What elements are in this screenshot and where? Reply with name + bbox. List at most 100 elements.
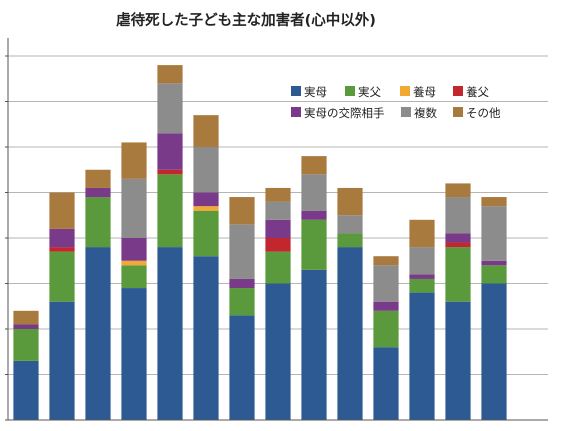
legend-label: 実母: [304, 85, 327, 99]
bar-segment: [121, 288, 147, 420]
bar-segment: [13, 324, 39, 329]
bar-segment: [265, 187, 291, 202]
bar-segment: [373, 347, 399, 420]
bar-stack: [409, 219, 435, 420]
y-axis-ticks: [5, 55, 8, 421]
bar-stack: [337, 187, 363, 420]
bar-segment: [373, 310, 399, 348]
bar-segment: [157, 169, 183, 175]
bar-segment: [193, 192, 219, 207]
legend-item: 養母: [400, 85, 436, 99]
legend-swatch: [453, 86, 463, 96]
bar-segment: [301, 269, 327, 420]
legend-item: 実母: [291, 85, 327, 99]
bar-segment: [49, 192, 75, 229]
legend-label: 実父: [358, 85, 381, 99]
bar-segment: [193, 147, 219, 193]
bar-segment: [193, 210, 219, 257]
legend-swatch: [291, 86, 301, 96]
bar-stack: [85, 169, 111, 420]
bar-segment: [373, 256, 399, 266]
bar-segment: [121, 178, 147, 238]
bar-segment: [229, 224, 255, 279]
bar-segment: [301, 210, 327, 220]
legend-item: 実父: [345, 85, 381, 99]
bar-segment: [445, 183, 471, 198]
bar-segment: [193, 256, 219, 420]
bar-segment: [13, 310, 39, 325]
bar-segment: [49, 301, 75, 420]
bar-segment: [409, 278, 435, 293]
legend-item: 実母の交際相手: [291, 106, 385, 120]
bar-segment: [337, 233, 363, 248]
bar-segment: [445, 301, 471, 420]
bar-segment: [49, 251, 75, 302]
bar-segment: [481, 197, 507, 207]
bars: [13, 65, 507, 420]
bar-segment: [337, 215, 363, 234]
legend-swatch: [453, 107, 463, 117]
bar-segment: [121, 260, 147, 266]
bar-segment: [265, 238, 291, 252]
bar-segment: [265, 251, 291, 284]
bar-segment: [157, 133, 183, 170]
bar-segment: [13, 360, 39, 420]
bar-segment: [481, 206, 507, 261]
bar-stack: [13, 310, 39, 420]
legend-swatch: [345, 86, 355, 96]
bar-segment: [409, 292, 435, 420]
bar-segment: [193, 115, 219, 147]
bar-segment: [481, 260, 507, 266]
bar-segment: [85, 187, 111, 198]
bar-segment: [229, 315, 255, 420]
bar-segment: [157, 83, 183, 134]
bar-segment: [373, 301, 399, 311]
bar-segment: [445, 197, 471, 234]
legend-swatch: [291, 107, 301, 117]
bar-segment: [445, 242, 471, 248]
bar-segment: [337, 247, 363, 420]
bar-segment: [409, 247, 435, 275]
bar-stack: [49, 192, 75, 420]
bar-segment: [373, 265, 399, 302]
bar-stack: [157, 65, 183, 420]
bar-segment: [49, 247, 75, 252]
bar-stack: [301, 156, 327, 420]
legend-item: その他: [453, 106, 501, 120]
bar-segment: [13, 329, 39, 361]
chart-title: 虐待死した子ども主な加害者(心中以外): [116, 11, 376, 29]
legend-item: 複数: [401, 106, 437, 120]
bar-segment: [481, 265, 507, 284]
bar-stack: [481, 197, 507, 420]
bar-segment: [121, 238, 147, 261]
bar-stack: [121, 142, 147, 420]
bar-stack: [229, 197, 255, 420]
bar-segment: [301, 219, 327, 270]
bar-segment: [121, 142, 147, 179]
bar-segment: [265, 283, 291, 420]
legend-swatch: [400, 86, 410, 96]
bar-stack: [265, 187, 291, 420]
bar-segment: [85, 197, 111, 248]
bar-segment: [337, 187, 363, 216]
bar-segment: [157, 174, 183, 248]
bar-segment: [301, 156, 327, 175]
legend-item: 養父: [453, 85, 489, 99]
bar-segment: [85, 169, 111, 188]
legend-label: 養母: [413, 85, 436, 99]
bar-segment: [265, 219, 291, 238]
bar-segment: [481, 283, 507, 420]
legend-label: その他: [466, 106, 501, 120]
bar-segment: [445, 247, 471, 302]
bar-segment: [121, 265, 147, 289]
bar-segment: [85, 247, 111, 420]
bar-segment: [409, 219, 435, 248]
bar-segment: [265, 201, 291, 220]
bar-segment: [409, 274, 435, 279]
bar-segment: [301, 174, 327, 211]
legend-label: 養父: [466, 85, 489, 99]
bar-segment: [445, 233, 471, 243]
bar-segment: [229, 288, 255, 316]
